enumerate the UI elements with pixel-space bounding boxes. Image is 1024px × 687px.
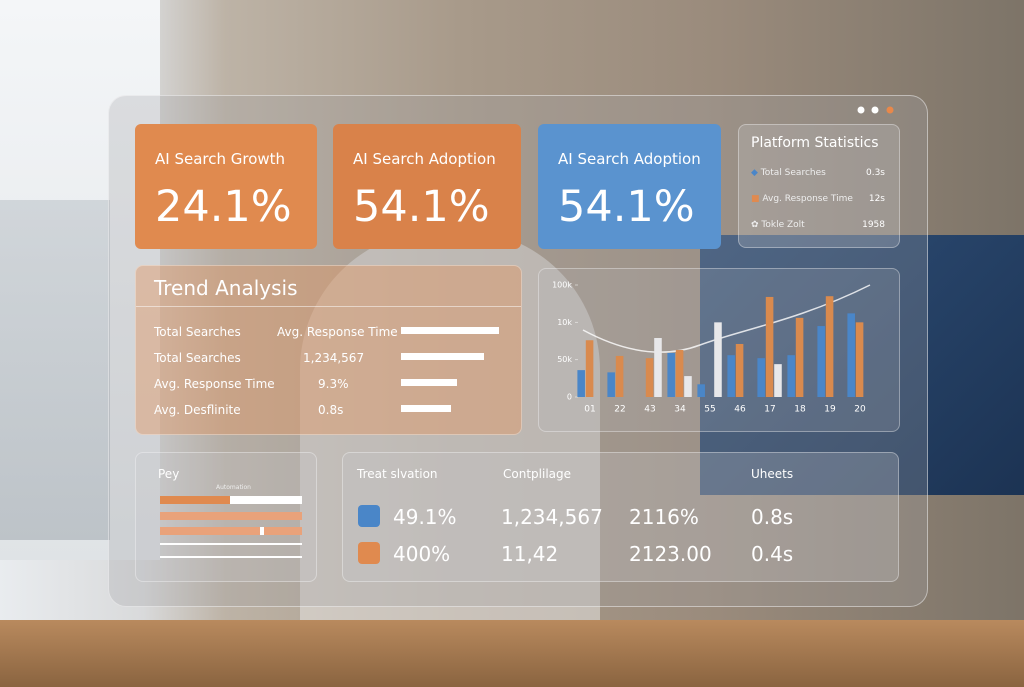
bar <box>697 384 705 397</box>
bar <box>401 327 499 334</box>
x-tick-label: 34 <box>674 405 686 415</box>
stat-row: ■ Avg. Response Time <box>751 194 853 204</box>
bar <box>847 313 855 397</box>
bar <box>795 317 804 397</box>
caption: Automation <box>216 484 251 491</box>
bar <box>684 376 692 397</box>
bar <box>714 322 722 397</box>
cell: 2116% <box>629 505 699 529</box>
table-panel: Treat slvation Contplilage Uheets 49.1% … <box>342 452 899 582</box>
cell: 49.1% <box>393 505 457 529</box>
trend-analysis: Trend Analysis Total Searches Avg. Respo… <box>135 265 522 435</box>
x-tick-label: 18 <box>794 405 806 415</box>
cell: 2123.00 <box>629 542 712 566</box>
row-label: Avg. Desflinite <box>154 403 241 417</box>
stat-value: 0.3s <box>865 168 885 178</box>
panel-title: Platform Statistics <box>751 135 879 151</box>
cell: 1,234,567 <box>501 505 603 529</box>
y-tick-label: 0 <box>567 393 572 402</box>
kpi-card: AI Search Growth 24.1% <box>135 124 317 249</box>
window-controls <box>857 106 894 114</box>
panel-title: Trend Analysis <box>154 276 298 300</box>
stat-value: 12s <box>868 194 885 204</box>
bar <box>817 326 825 397</box>
bar <box>654 338 662 397</box>
person <box>300 230 600 670</box>
kpi-title: AI Search Growth <box>155 150 286 168</box>
cell: 11,42 <box>501 542 559 566</box>
bar <box>774 364 782 397</box>
x-tick-label: 17 <box>764 405 775 415</box>
stat-label: Avg. Response Time <box>762 194 853 204</box>
stat-row: ✿ Tokle Zolt <box>751 220 805 230</box>
cell: 400% <box>393 542 451 566</box>
column-header: Treat slvation <box>357 467 438 481</box>
x-tick-label: 19 <box>824 405 836 415</box>
platform-statistics: Platform Statistics ◆ Total Searches 0.3… <box>738 124 900 248</box>
bar <box>401 353 484 360</box>
row-label: Avg. Response Time <box>154 377 275 391</box>
bar <box>757 358 765 397</box>
bar <box>765 296 774 397</box>
icon <box>358 505 380 527</box>
x-tick-label: 55 <box>704 405 715 415</box>
x-tick-label: 43 <box>644 405 655 415</box>
progress-panel: Pey Automation <box>135 452 317 582</box>
stat-label: Tokle Zolt <box>761 220 805 230</box>
kpi-value: 24.1% <box>155 182 292 232</box>
x-tick-label: 20 <box>854 405 866 415</box>
bar <box>607 372 615 397</box>
column-header: Contplilage <box>503 467 572 481</box>
y-tick-label: 100k <box>552 281 572 290</box>
bar <box>401 405 451 412</box>
column-header: Total Searches <box>154 325 241 339</box>
panel-title: Pey <box>158 467 180 481</box>
y-tick-label: 50k <box>557 355 572 364</box>
row-value: 1,234,567 <box>303 351 365 365</box>
cell: 0.4s <box>751 542 794 566</box>
icon <box>358 542 380 564</box>
stat-value: 1958 <box>862 220 885 230</box>
bar <box>667 352 675 397</box>
bar <box>735 343 744 397</box>
x-tick-label: 22 <box>614 405 625 415</box>
bar <box>615 355 624 397</box>
cell: 0.8s <box>751 505 794 529</box>
x-tick-label: 46 <box>734 405 746 415</box>
bar <box>585 340 594 397</box>
column-header: Avg. Response Time <box>277 325 398 339</box>
stat-label: Total Searches <box>760 168 826 178</box>
y-tick-label: 10k <box>557 318 572 327</box>
bar <box>645 358 654 397</box>
bar <box>855 322 864 397</box>
bar <box>675 349 684 397</box>
bar <box>787 355 795 397</box>
bar <box>401 379 457 386</box>
kpi-value: 54.1% <box>558 182 695 232</box>
x-tick-label: 01 <box>584 405 595 415</box>
bar <box>727 355 735 397</box>
kpi-value: 54.1% <box>353 182 490 232</box>
city-view <box>0 200 110 540</box>
row-value: 0.8s <box>318 403 344 417</box>
bar <box>825 296 834 397</box>
column-header: Uheets <box>751 467 794 481</box>
trend-line <box>582 284 871 353</box>
kpi-title: AI Search Adoption <box>353 150 496 168</box>
bar <box>577 370 585 397</box>
kpi-card: AI Search Adoption 54.1% <box>333 124 521 249</box>
stat-row: ◆ Total Searches <box>751 168 826 178</box>
kpi-title: AI Search Adoption <box>558 150 701 168</box>
row-label: Total Searches <box>154 351 241 365</box>
row-value: 9.3% <box>318 377 349 391</box>
desk <box>0 620 1024 687</box>
kpi-card: AI Search Adoption 54.1% <box>538 124 721 249</box>
